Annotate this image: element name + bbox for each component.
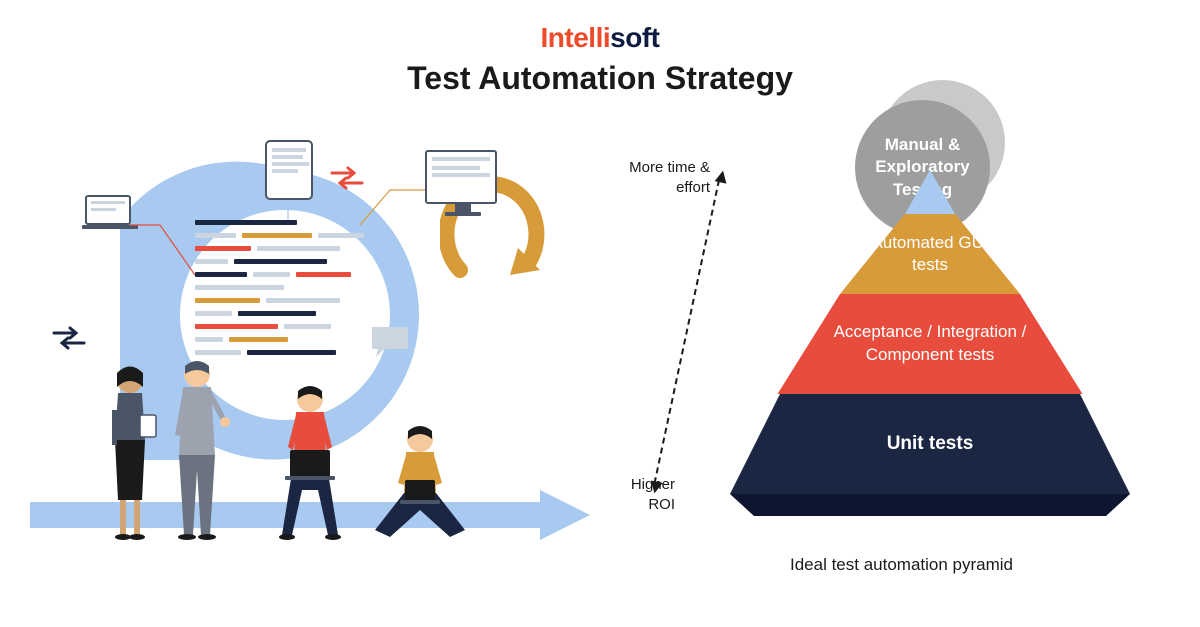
pyramid-layer-3: Unit tests [730,394,1130,494]
effort-arrow [654,180,720,484]
person-laptop-icon [270,385,350,540]
pyramid-layer-2: Acceptance / Integration / Component tes… [778,294,1083,394]
layer-3-label: Unit tests [887,433,974,455]
person-woman-icon [100,365,160,540]
pyramid-layer-1: Automated GUI tests [840,214,1020,294]
person-handshake-icon [165,360,230,540]
layer-2-label: Acceptance / Integration / Component tes… [778,321,1083,367]
pyramid-caption: Ideal test automation pyramid [790,555,1013,575]
person-crosslegged-icon [370,425,470,540]
pyramid: Automated GUI tests Acceptance / Integra… [730,170,1130,530]
page-title: Test Automation Strategy [407,60,793,97]
logo-part1: Intelli [541,22,611,53]
pyramid-base [730,494,1130,516]
illustration-panel [30,120,590,590]
bottom-arrow-label: Higher ROI [600,475,675,514]
swap-arrows-icon [330,165,364,191]
swap-arrows-icon [52,325,86,351]
top-arrow-label: More time & effort [615,158,710,197]
pyramid-cap [905,170,955,214]
monitor-icon [425,150,497,204]
tablet-icon [265,140,313,200]
laptop-icon [85,195,131,225]
logo-part2: soft [610,22,659,53]
logo: Intellisoft [541,22,660,54]
layer-1-label: Automated GUI tests [840,232,1020,276]
pyramid-panel: Manual & Exploratory Testing Automated G… [610,100,1170,610]
